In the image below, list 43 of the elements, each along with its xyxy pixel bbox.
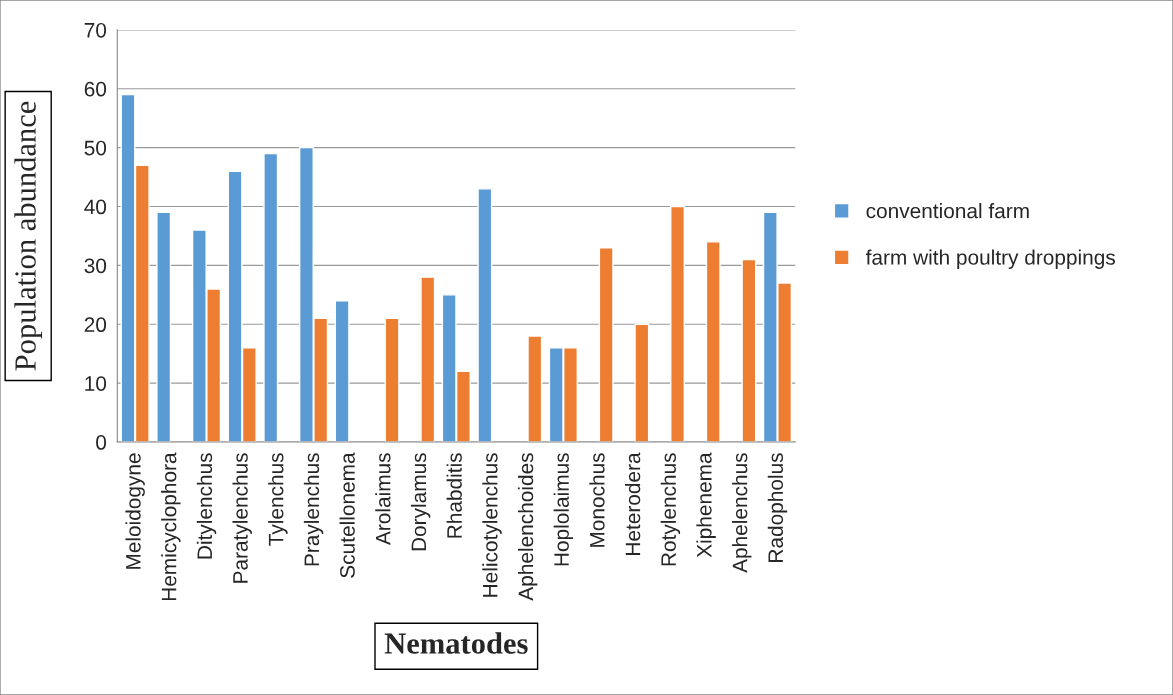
bar [598, 247, 614, 443]
bar [334, 300, 350, 443]
x-tick-label: Hemicyclophora [161, 452, 181, 601]
y-tick-label: 50 [84, 140, 107, 156]
x-tick-label: Dorylamus [410, 453, 431, 551]
y-tick-label: 20 [84, 317, 107, 333]
x-tick-label: Radopholus [767, 453, 788, 562]
y-tick-label: 10 [85, 376, 107, 391]
bar [705, 241, 721, 443]
legend-label: conventional farm [866, 202, 1029, 219]
bar [263, 152, 279, 443]
x-tick-label: Monochus [589, 453, 605, 547]
y-tick-label: 70 [84, 22, 107, 38]
x-tick-label: Aphelenchus [732, 453, 752, 573]
x-tick-label: Hoplolaimus [553, 453, 574, 566]
x-tick-label: Praylenchus [303, 453, 324, 566]
bar [634, 323, 650, 443]
x-tick-label: Ditylenchus [196, 453, 217, 559]
x-tick-label: Tylenchus [268, 453, 288, 546]
x-tick-label: Paratylenchus [232, 453, 252, 583]
x-tick-label: Rhabditis [446, 453, 462, 538]
y-tick-label: 0 [96, 435, 107, 450]
x-tick-label: Scutellonema [339, 452, 355, 578]
bar [670, 205, 686, 443]
legend-label: farm with poultry droppings [865, 249, 1115, 269]
y-tick-label: 60 [84, 81, 107, 97]
y-tick-label: 40 [84, 199, 107, 215]
x-tick-label: Meloidogyne [125, 453, 145, 569]
y-axis-title: Population abundance [14, 101, 43, 371]
x-tick-label: Heterodera [625, 452, 641, 555]
bar [420, 276, 436, 443]
x-axis-title: Nematodes [384, 632, 528, 654]
x-tick-label: Xiphenema [696, 452, 716, 558]
bar [156, 211, 172, 443]
bar [384, 317, 400, 443]
bar [741, 258, 757, 443]
y-tick-label: 30 [84, 258, 107, 274]
x-tick-label: Helicotylenchus [482, 453, 502, 597]
bar [527, 335, 543, 443]
x-tick-label: Arolaimus [375, 453, 391, 546]
x-tick-label: Rotylenchus [660, 453, 681, 566]
bar [477, 188, 493, 443]
x-tick-label: Aphelenchoides [517, 453, 538, 601]
